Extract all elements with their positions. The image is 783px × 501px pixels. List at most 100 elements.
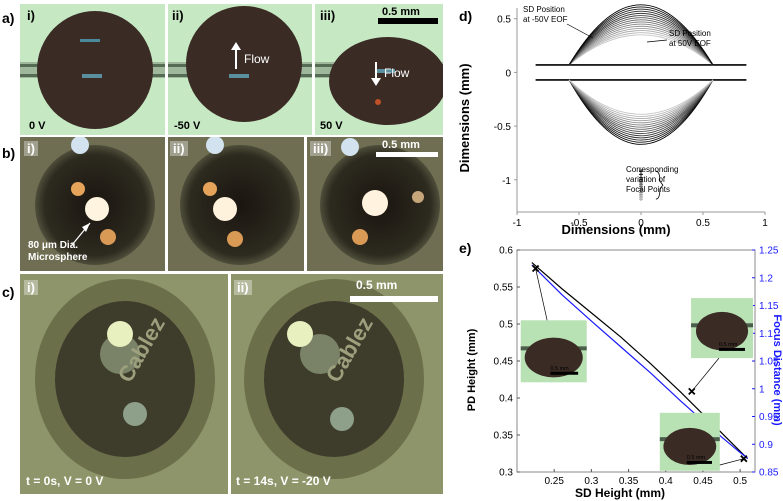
panel-d-ytick-label: 0 <box>505 68 511 79</box>
panel-c-drawing: Cablez Cablez <box>20 274 443 494</box>
panel-e-ylabel: PD Height (mm) <box>466 328 478 411</box>
bottom-meniscus-curve <box>568 79 714 143</box>
panel-b-sub-i: i) <box>24 141 38 156</box>
microsphere-label-1: 80 μm Dia. <box>28 240 79 251</box>
inset-scale-text: 0.5 mm <box>550 366 569 372</box>
voltage-label-1: -50 V <box>174 120 201 132</box>
panel-e-ytick-label: 0.35 <box>494 431 514 442</box>
panel-e-xtick-label: 0.5 <box>733 476 747 487</box>
panel-c-scale-bar <box>350 296 438 302</box>
anno-neg-2: at -50V EOF <box>523 15 568 24</box>
panel-d-ytick-label: -1 <box>502 176 511 187</box>
microsphere-arrow-icon <box>82 223 90 232</box>
bottom-meniscus-curve <box>568 79 714 130</box>
panel-e-y2tick-label: 1.1 <box>759 329 773 340</box>
data-marker-x <box>688 387 696 395</box>
inset-scale-bar <box>686 460 712 464</box>
top-meniscus-curve <box>568 30 714 66</box>
anno-neg-leader <box>566 23 594 39</box>
top-meniscus-curve <box>568 6 714 66</box>
pd-height-line <box>531 262 748 460</box>
inset-scale-bar <box>550 371 579 375</box>
inset-leader-line <box>535 268 548 321</box>
bottom-meniscus-curve <box>568 79 714 134</box>
panel-e-y2tick-label: 0.95 <box>759 412 779 423</box>
data-marker-x <box>740 455 748 463</box>
panel-c-caption-1: t = 14s, V = -20 V <box>236 474 331 488</box>
bottom-meniscus-curve <box>568 79 714 128</box>
panel-b-image: i) ii) iii) 80 μm Dia. Microsphere 0.5 m… <box>20 137 443 271</box>
anno-pos-leader <box>646 39 668 43</box>
panel-e-xtick-label: 0.35 <box>619 476 639 487</box>
panel-d-xtick-label: -0.5 <box>570 218 588 229</box>
top-meniscus-curve <box>568 23 714 66</box>
top-meniscus-curve <box>568 19 714 66</box>
flow-up-arrow-icon <box>231 42 241 50</box>
voltage-label-0: 0 V <box>29 120 46 132</box>
flow-label-up: Flow <box>244 52 270 66</box>
focal-point-marker <box>639 197 643 202</box>
flow-label-down: Flow <box>384 66 410 80</box>
panel-b-sub-iii: iii) <box>310 141 332 156</box>
panel-d-xtick-label: 0.5 <box>696 218 710 229</box>
panel-b-drawing <box>20 137 443 271</box>
panel-e-ytick-label: 0.3 <box>499 468 513 479</box>
top-meniscus-curve <box>568 34 714 66</box>
inset-leader-line <box>691 357 720 392</box>
panel-c-scale-text: 0.5 mm <box>356 278 398 292</box>
droplet-0v <box>37 11 153 129</box>
panel-d-xtick-label: -1 <box>513 218 522 229</box>
inset-scale-bar <box>718 347 745 351</box>
panel-a-image: i) ii) iii) 0 V -50 V 50 V Flow Flow 0.5… <box>20 4 443 135</box>
voltage-label-2: 50 V <box>320 120 343 132</box>
inset-droplet <box>524 337 583 378</box>
panel-e-ytick-label: 0.55 <box>494 283 514 294</box>
focal-bracket <box>655 170 664 200</box>
inset-leader-line <box>719 458 744 466</box>
panel-a-scale-bar <box>378 18 438 24</box>
anno-neg-1: SD Position <box>523 5 565 14</box>
bottom-meniscus-curve <box>568 79 714 137</box>
panel-e-chart: 0.25 0.3 0.35 0.4 0.45 0.5 0.3 0.35 0.4 0.45 0.5 0.… <box>466 246 783 501</box>
top-meniscus-curve <box>568 13 714 66</box>
flow-down-arrow-icon <box>371 78 381 86</box>
inset-droplet <box>663 427 717 465</box>
data-marker-x <box>531 264 540 273</box>
panel-d-chart: -1 -0.5 0 0.5 1 0.5 0 -0.5 -1 Dimensions (mm) Di… <box>457 4 768 237</box>
bottom-meniscus-curve <box>568 79 714 126</box>
bottom-meniscus-curve <box>568 79 714 141</box>
top-meniscus-curve <box>568 27 714 66</box>
panel-a-sub-i: i) <box>27 8 35 23</box>
panel-d-xtick-label: 0 <box>638 218 644 229</box>
bottom-meniscus-curve <box>568 79 714 120</box>
bottom-meniscus-curve <box>568 79 714 139</box>
panel-e-ytick-label: 0.4 <box>499 394 513 405</box>
panel-e-ytick-label: 0.45 <box>494 357 514 368</box>
panel-e-y2tick-label: 1.25 <box>759 246 779 257</box>
bottom-meniscus-curve <box>568 79 714 145</box>
panel-e-y2tick-label: 1.15 <box>759 301 779 312</box>
panel-a-drawing <box>20 4 443 135</box>
bottom-meniscus-curve <box>568 79 714 117</box>
panel-c-label: c) <box>2 284 15 300</box>
panel-a-label: a) <box>2 10 15 26</box>
bottom-meniscus-curve <box>568 79 714 132</box>
panel-e-xtick-label: 0.3 <box>584 476 598 487</box>
panel-a-sub-iii: iii) <box>320 8 336 23</box>
panel-e-y2tick-label: 1.2 <box>759 273 773 284</box>
panel-b-scale-bar <box>376 152 438 157</box>
panel-e-label: e) <box>459 240 472 256</box>
droplet-minus50v <box>186 6 302 122</box>
panel-b-sub-ii: ii) <box>170 141 188 156</box>
panel-d-xtick-label: 1 <box>762 218 768 229</box>
top-meniscus-curve <box>568 4 714 66</box>
bottom-meniscus-curve <box>568 79 714 124</box>
panel-e-xtick-label: 0.25 <box>544 476 564 487</box>
panel-e-y2tick-label: 0.85 <box>759 468 779 479</box>
top-meniscus-curve <box>568 8 714 66</box>
panel-b-scale-text: 0.5 mm <box>382 139 420 151</box>
panel-e-ytick-label: 0.6 <box>499 246 513 257</box>
bottom-meniscus-curve <box>568 79 714 115</box>
panel-c-sub-ii: ii) <box>234 280 252 295</box>
anno-pos-2: at 50V EOF <box>669 39 711 48</box>
